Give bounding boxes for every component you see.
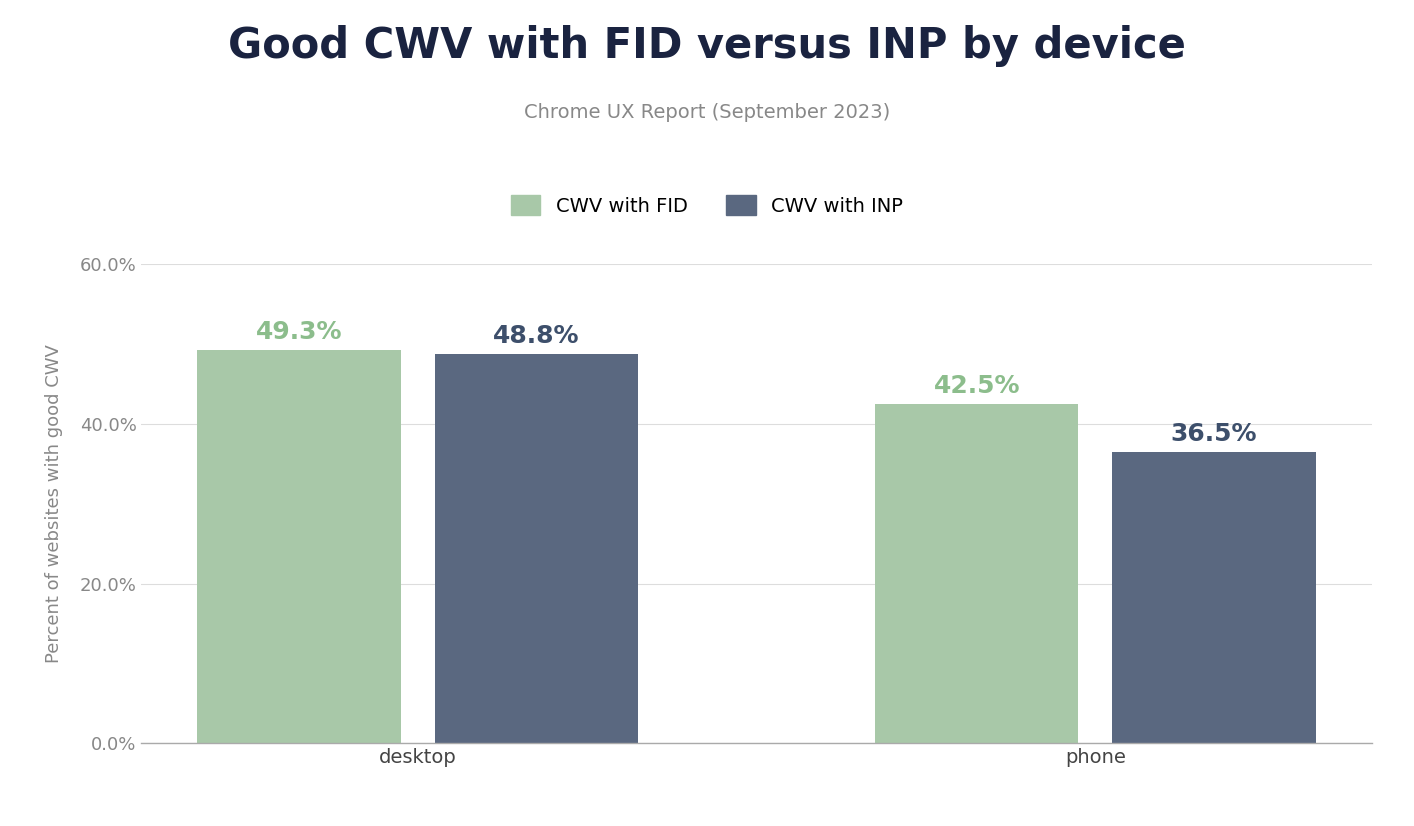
Text: Chrome UX Report (September 2023): Chrome UX Report (September 2023) — [523, 103, 891, 122]
Y-axis label: Percent of websites with good CWV: Percent of websites with good CWV — [45, 344, 64, 663]
Bar — [198, 349, 400, 743]
Bar — [1113, 452, 1315, 743]
Bar — [434, 354, 638, 743]
Bar — [875, 404, 1079, 743]
Text: Good CWV with FID versus INP by device: Good CWV with FID versus INP by device — [228, 25, 1186, 67]
Text: 42.5%: 42.5% — [933, 374, 1019, 398]
Legend: CWV with FID, CWV with INP: CWV with FID, CWV with INP — [503, 188, 911, 223]
Text: 48.8%: 48.8% — [493, 324, 580, 348]
Text: 49.3%: 49.3% — [256, 320, 342, 344]
Text: 36.5%: 36.5% — [1171, 422, 1257, 446]
